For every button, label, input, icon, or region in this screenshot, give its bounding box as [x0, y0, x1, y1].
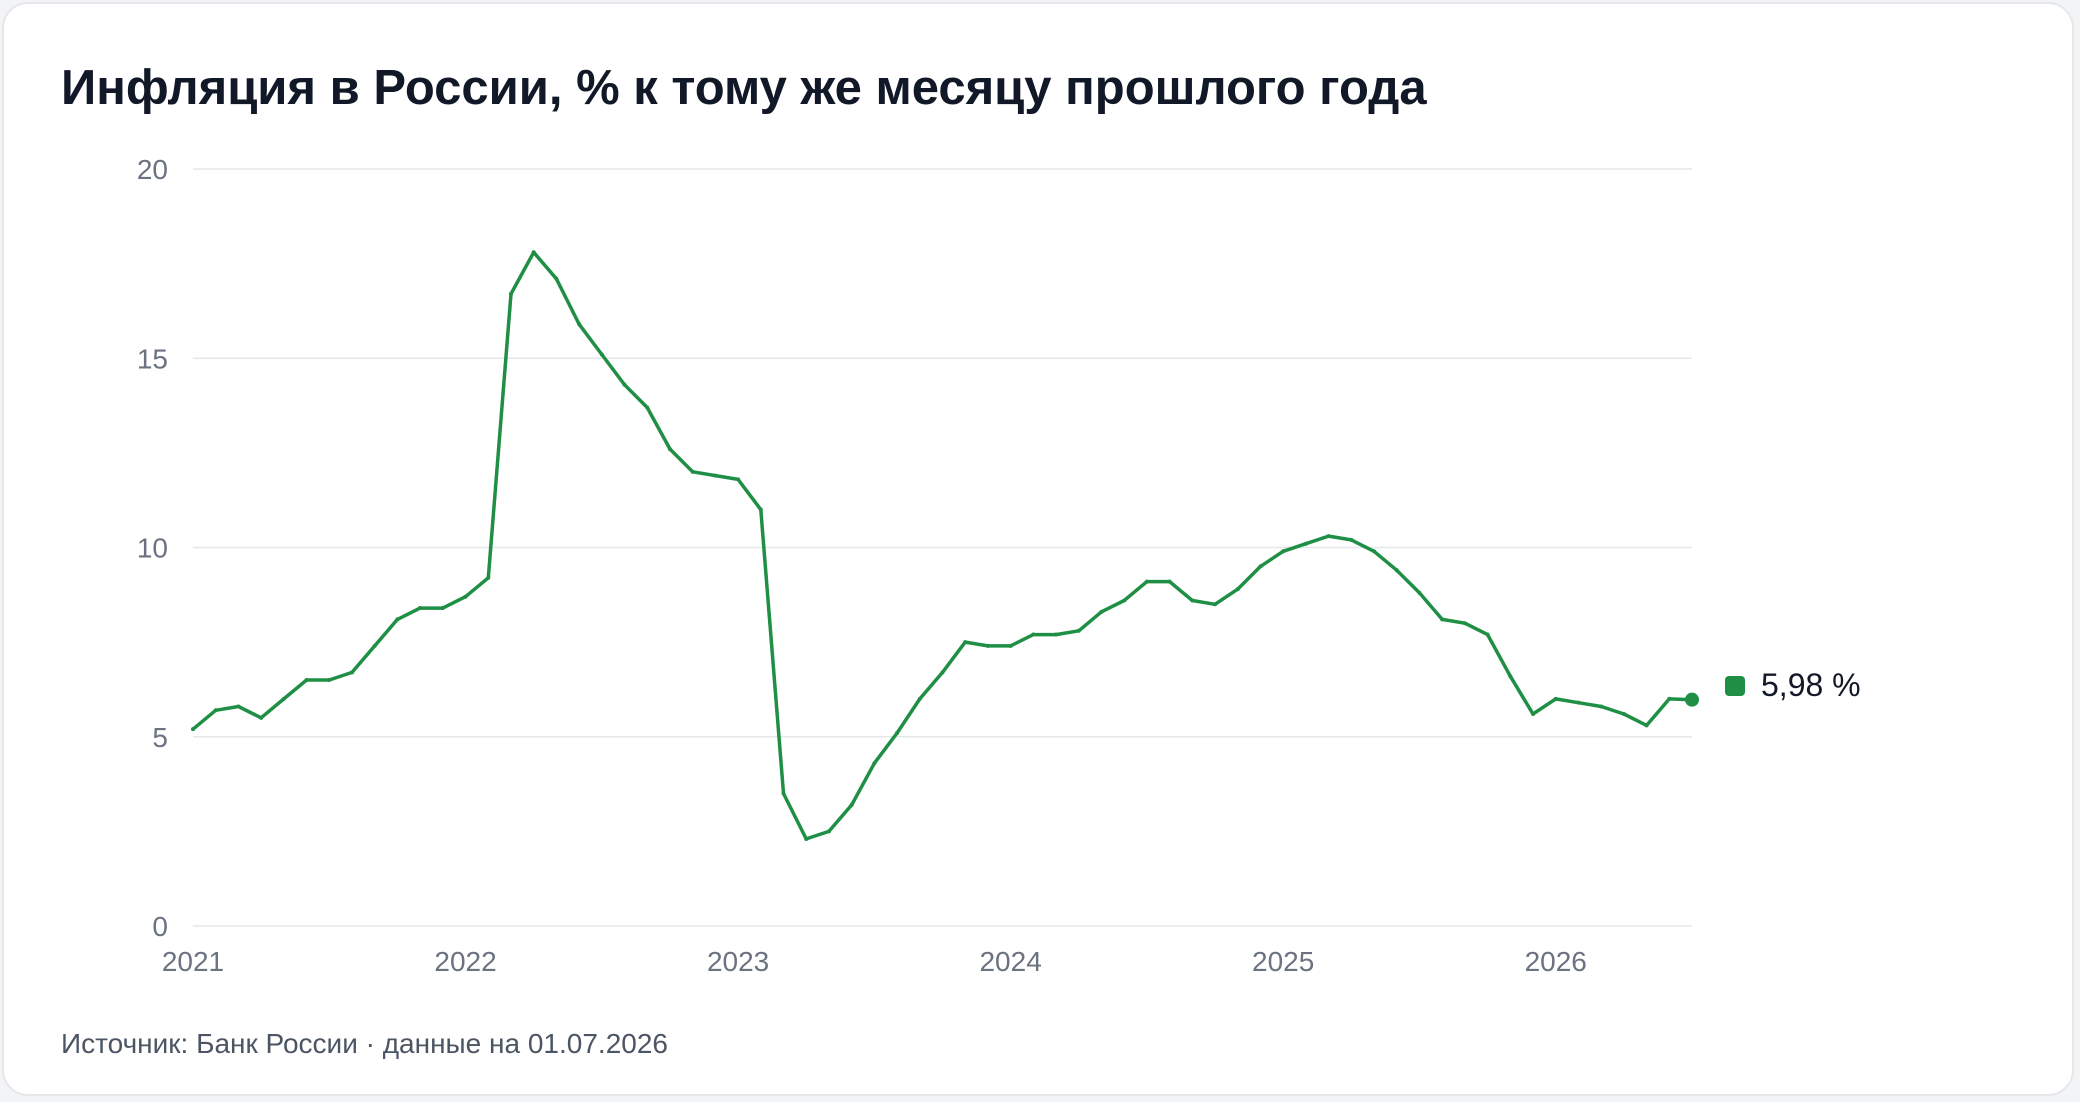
- y-tick-label: 15: [137, 343, 168, 374]
- x-tick-label: 2024: [979, 946, 1041, 977]
- data-point: [213, 708, 218, 713]
- data-point: [327, 677, 332, 682]
- data-point: [1553, 696, 1558, 701]
- data-point: [1349, 537, 1354, 542]
- data-point: [1054, 632, 1059, 637]
- data-point: [1508, 674, 1513, 679]
- data-point: [804, 836, 809, 841]
- data-point: [1440, 617, 1445, 622]
- data-point: [1372, 549, 1377, 554]
- data-point: [1190, 598, 1195, 603]
- data-point: [1576, 700, 1581, 705]
- grid-lines: [193, 168, 1692, 927]
- data-point: [690, 469, 695, 474]
- data-point: [1099, 609, 1104, 614]
- data-point: [349, 670, 354, 675]
- series-legend-swatch: [1725, 676, 1745, 696]
- source-note: Источник: Банк России · данные на 01.07.…: [61, 1028, 668, 1059]
- data-point: [191, 727, 195, 732]
- data-point: [1144, 579, 1149, 584]
- data-point: [577, 322, 582, 327]
- data-point: [1621, 712, 1626, 717]
- x-tick-label: 2022: [434, 946, 496, 977]
- data-point: [1281, 549, 1286, 554]
- data-point: [645, 405, 650, 410]
- last-value-marker: 5,98 %: [1685, 667, 1861, 707]
- data-point: [872, 761, 877, 766]
- series-layer: [191, 250, 1694, 841]
- data-point: [940, 670, 945, 675]
- y-tick-label: 5: [152, 722, 168, 753]
- data-point: [917, 696, 922, 701]
- x-axis-ticks: 2021 2022 2023 2024 2025 2026: [162, 946, 1587, 977]
- data-point: [486, 575, 491, 580]
- data-point: [1303, 541, 1308, 546]
- x-tick-label: 2025: [1252, 946, 1314, 977]
- data-point: [1008, 643, 1013, 648]
- data-point: [1531, 712, 1536, 717]
- data-point: [849, 802, 854, 807]
- data-point: [304, 677, 309, 682]
- data-point: [281, 696, 286, 701]
- data-point: [259, 715, 264, 720]
- data-point: [1599, 704, 1604, 709]
- data-point: [440, 606, 445, 611]
- data-point: [758, 507, 763, 512]
- data-point: [736, 477, 741, 482]
- line-chart: 0 5 10 15 20 2021 2022 2023 2024 2025 2026 5,98 %: [137, 154, 1861, 977]
- data-point: [826, 829, 831, 834]
- data-point: [1644, 723, 1649, 728]
- data-point: [1394, 568, 1399, 573]
- data-point: [554, 276, 559, 281]
- last-value-label: 5,98 %: [1761, 667, 1861, 703]
- x-tick-label: 2021: [162, 946, 224, 977]
- chart-title: Инфляция в России, % к тому же месяцу пр…: [61, 61, 1427, 115]
- data-point: [1485, 632, 1490, 637]
- y-tick-label: 10: [137, 533, 168, 564]
- data-point: [1235, 587, 1240, 592]
- data-point: [667, 447, 672, 452]
- x-tick-label: 2026: [1525, 946, 1587, 977]
- data-point: [1213, 602, 1218, 607]
- data-point: [1122, 598, 1127, 603]
- data-point: [713, 473, 718, 478]
- data-point: [622, 382, 627, 387]
- data-point: [418, 606, 423, 611]
- data-point: [372, 643, 377, 648]
- data-point: [1076, 628, 1081, 633]
- data-point: [985, 643, 990, 648]
- data-point: [463, 594, 468, 599]
- data-point: [895, 730, 900, 735]
- data-point: [531, 250, 536, 255]
- data-point: [508, 291, 513, 296]
- data-point: [1031, 632, 1036, 637]
- data-point: [1417, 590, 1422, 595]
- data-point: [781, 791, 786, 796]
- data-point: [1667, 696, 1672, 701]
- y-tick-label: 0: [152, 911, 168, 942]
- series-line: [191, 250, 1694, 841]
- data-point: [1258, 564, 1263, 569]
- y-axis-ticks: 0 5 10 15 20: [137, 154, 168, 942]
- last-point-dot: [1685, 692, 1699, 707]
- data-point: [395, 617, 400, 622]
- data-point: [599, 352, 604, 357]
- data-point: [1462, 621, 1467, 626]
- x-tick-label: 2023: [707, 946, 769, 977]
- y-tick-label: 20: [137, 154, 168, 185]
- data-point: [1326, 534, 1331, 539]
- data-point: [1167, 579, 1172, 584]
- data-point: [963, 640, 968, 645]
- data-point: [236, 704, 241, 709]
